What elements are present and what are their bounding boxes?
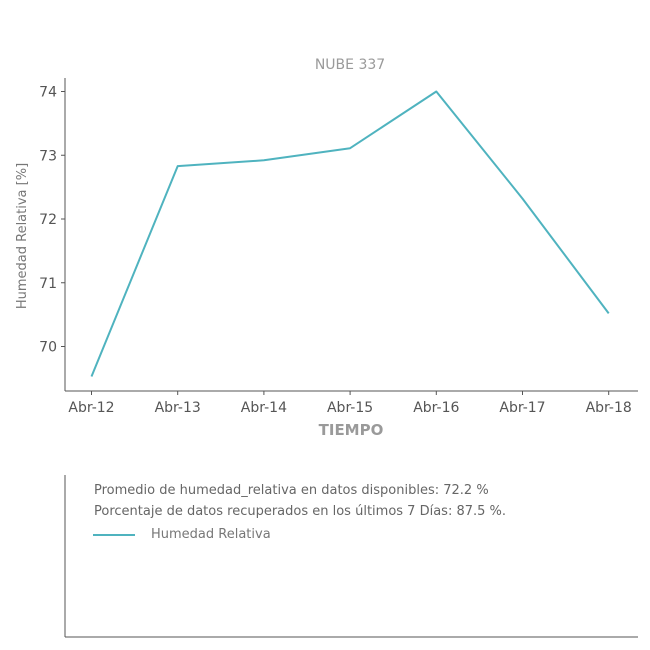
y-tick-label-74: 74: [39, 85, 57, 101]
y-axis-label: Humedad Relativa [%]: [15, 163, 30, 309]
y-tick-label-72: 72: [39, 212, 57, 228]
x-axis-ticks: Abr-12 Abr-13 Abr-14 Abr-15 Abr-16 Abr-17 Abr-…: [68, 391, 632, 416]
info-panel: Promedio de humedad_relativa en datos di…: [64, 475, 638, 638]
x-tick-label-0: Abr-12: [68, 400, 114, 416]
x-tick-label-5: Abr-17: [499, 400, 545, 416]
x-tick-label-1: Abr-13: [155, 400, 201, 416]
y-axis-ticks: 70 71 72 73 74: [39, 85, 65, 356]
x-tick-label-6: Abr-18: [586, 400, 632, 416]
chart-title: NUBE 337: [315, 57, 385, 73]
info-percentage-text: Porcentaje de datos recuperados en los ú…: [94, 504, 506, 519]
series-line-humedad-relativa: [90, 90, 610, 377]
x-tick-label-3: Abr-15: [327, 400, 373, 416]
info-average-text: Promedio de humedad_relativa en datos di…: [94, 483, 489, 498]
y-tick-label-73: 73: [39, 148, 57, 164]
y-tick-label-71: 71: [39, 276, 57, 292]
y-tick-label-70: 70: [39, 340, 57, 356]
legend-label: Humedad Relativa: [151, 527, 271, 542]
x-axis-label: TIEMPO: [319, 421, 384, 439]
x-tick-label-4: Abr-16: [413, 400, 459, 416]
x-tick-label-2: Abr-14: [241, 400, 287, 416]
